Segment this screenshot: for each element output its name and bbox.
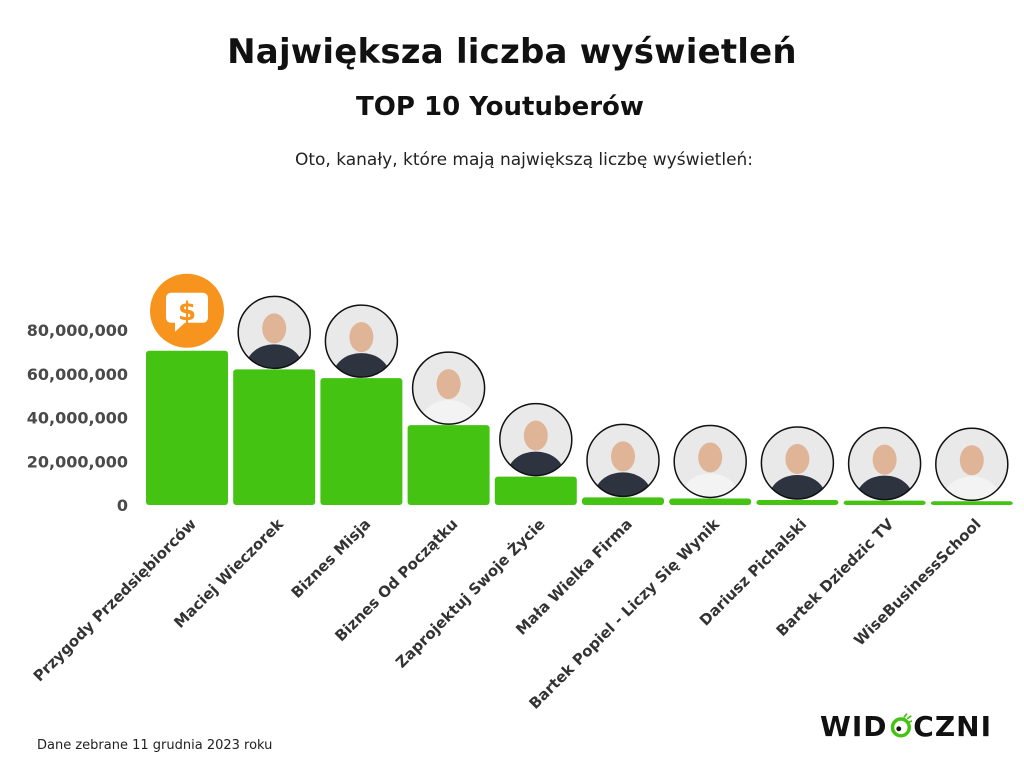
bar — [930, 501, 1013, 505]
dollar-icon: $ — [178, 297, 196, 327]
eye-icon — [890, 713, 913, 738]
avatar — [499, 402, 573, 477]
avatar — [935, 427, 1009, 502]
bar — [756, 499, 839, 505]
chat-bubble-icon — [166, 292, 208, 332]
lead-text: Oto, kanały, które mają największą liczb… — [294, 150, 754, 170]
bar — [320, 378, 403, 505]
avatar — [237, 295, 311, 370]
logo-text-left: WID — [820, 709, 888, 743]
bar — [582, 497, 664, 505]
x-tick-label: Bartek Popiel - Liczy Się Wynik — [525, 514, 723, 712]
widoczni-logo: WID CZNI — [820, 706, 992, 746]
data-date-note: Dane zebrane 11 grudnia 2023 roku — [37, 738, 273, 753]
y-tick-label: 80,000,000 — [27, 321, 128, 340]
x-tick-label: Zaprojektuj Swoje Życie — [391, 514, 548, 671]
bar — [843, 500, 926, 505]
avatar — [673, 424, 747, 499]
avatar — [324, 304, 399, 378]
x-tick-label: Biznes Misja — [288, 515, 375, 602]
avatar — [760, 426, 835, 500]
y-tick-label: 40,000,000 — [27, 409, 128, 428]
avatar — [847, 426, 922, 501]
page-title: Największa liczba wyświetleń — [227, 32, 797, 72]
avatar — [411, 351, 486, 425]
avatar — [586, 423, 660, 498]
y-tick-label: 0 — [117, 496, 128, 515]
x-tick-label: Przygody Przedsiębiorców — [30, 515, 200, 685]
logo-text-right: CZNI — [913, 709, 992, 743]
bar — [494, 476, 577, 505]
y-tick-label: 60,000,000 — [27, 365, 128, 384]
bar — [233, 369, 316, 505]
bar — [669, 498, 752, 505]
bar — [146, 350, 228, 505]
y-tick-label: 20,000,000 — [27, 452, 128, 471]
page-subtitle: TOP 10 Youtuberów — [356, 92, 644, 122]
bar — [407, 425, 490, 505]
